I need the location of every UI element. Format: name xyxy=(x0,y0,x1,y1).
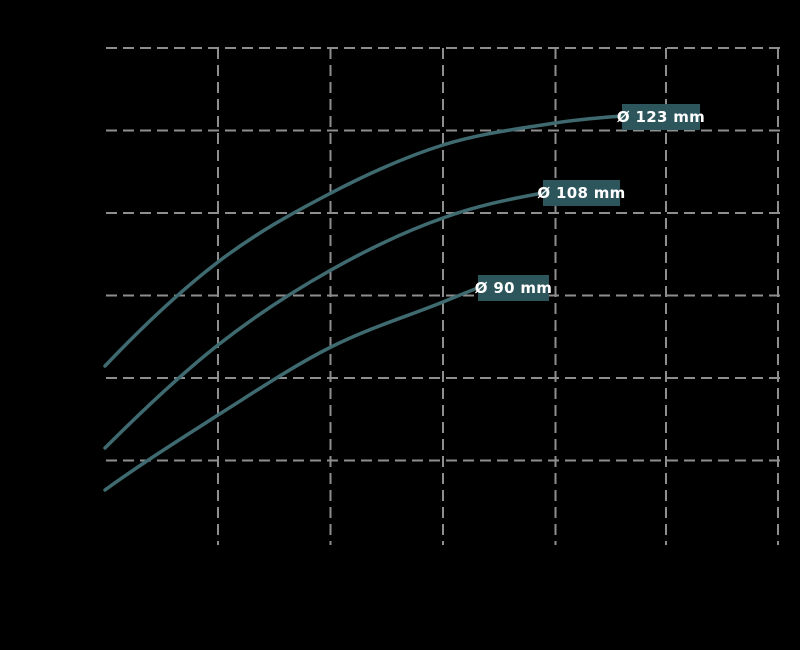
curve-label-108mm: Ø 108 mm xyxy=(537,180,625,206)
curve-1 xyxy=(103,114,624,368)
curve-label-123mm: Ø 123 mm xyxy=(617,104,705,130)
curve-2 xyxy=(103,191,545,450)
curve-3 xyxy=(103,286,480,492)
curve-label-90mm: Ø 90 mm xyxy=(475,275,552,301)
